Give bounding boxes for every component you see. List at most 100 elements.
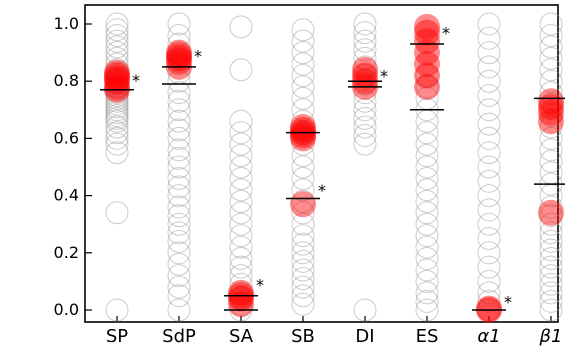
gray-point	[105, 201, 129, 225]
gray-point	[291, 29, 315, 53]
gray-point	[353, 55, 377, 79]
red-point	[414, 62, 440, 89]
significance-star: *	[132, 71, 140, 90]
gray-point	[105, 115, 129, 139]
gray-point	[229, 189, 253, 213]
gray-point	[477, 169, 501, 193]
gray-point	[353, 29, 377, 53]
gray-point	[167, 98, 191, 122]
gray-point	[167, 109, 191, 133]
gray-point	[539, 23, 563, 47]
gray-point	[539, 92, 563, 116]
gray-point	[291, 267, 315, 291]
significance-star: *	[504, 292, 512, 311]
red-point	[290, 122, 316, 149]
gray-point	[477, 112, 501, 136]
gray-point	[539, 281, 563, 305]
gray-point	[353, 115, 377, 139]
gray-point	[167, 52, 191, 76]
gray-point	[229, 255, 253, 279]
gray-point	[105, 298, 129, 322]
gray-point	[291, 155, 315, 179]
gray-point	[539, 229, 563, 253]
gray-point	[105, 12, 129, 36]
y-tick-label: 0.4	[54, 186, 79, 205]
gray-point	[167, 241, 191, 265]
red-point	[290, 116, 316, 143]
gray-point	[291, 18, 315, 42]
gray-point	[105, 141, 129, 165]
gray-point	[105, 35, 129, 59]
gray-point	[477, 126, 501, 150]
gray-point	[353, 72, 377, 96]
gray-point	[353, 89, 377, 113]
red-point	[352, 62, 378, 89]
x-tick-label: SA	[229, 326, 254, 347]
significance-star: *	[256, 275, 264, 294]
gray-point	[477, 289, 501, 313]
gray-point	[105, 23, 129, 47]
red-point	[538, 99, 564, 126]
gray-point	[415, 281, 439, 305]
gray-point	[415, 212, 439, 236]
gray-point	[167, 212, 191, 236]
gray-point	[291, 144, 315, 168]
red-point	[104, 68, 130, 95]
gray-point	[167, 195, 191, 219]
gray-point	[415, 144, 439, 168]
x-tick-label: β1	[539, 326, 563, 347]
gray-point	[291, 249, 315, 273]
gray-point	[229, 281, 253, 305]
gray-point	[477, 198, 501, 222]
gray-point	[291, 284, 315, 308]
gray-point	[167, 166, 191, 190]
y-tick-label: 0.0	[54, 300, 79, 319]
gray-point	[477, 84, 501, 107]
gray-point	[105, 46, 129, 70]
x-tick-label: SdP	[162, 326, 196, 347]
gray-point	[167, 229, 191, 253]
gray-point	[291, 258, 315, 282]
gray-point	[167, 23, 191, 47]
gray-point	[539, 138, 563, 162]
gray-point	[229, 264, 253, 288]
gray-point	[105, 52, 129, 76]
gray-point	[167, 175, 191, 199]
gray-point	[167, 41, 191, 65]
gray-point	[167, 284, 191, 308]
gray-point	[229, 235, 253, 259]
gray-point	[415, 121, 439, 145]
gray-point	[415, 166, 439, 190]
red-point	[166, 42, 192, 69]
gray-point	[167, 118, 191, 142]
gray-point	[105, 126, 129, 150]
gray-point	[291, 241, 315, 265]
y-axis: 0.0 0.2 0.4 0.6 0.8 1.0	[54, 14, 92, 319]
gray-point	[167, 264, 191, 288]
y-tick-label: 0.6	[54, 128, 79, 147]
x-tick-label: ES	[416, 326, 439, 347]
gray-point	[415, 269, 439, 293]
gray-point	[539, 149, 563, 173]
gray-point	[539, 35, 563, 59]
gray-point	[229, 109, 253, 133]
gray-point	[539, 46, 563, 70]
gray-point	[229, 58, 253, 82]
gray-point	[539, 204, 563, 228]
gray-point	[229, 292, 253, 316]
y-tick-label: 0.8	[54, 71, 79, 90]
gray-point	[167, 184, 191, 208]
gray-point	[353, 106, 377, 130]
gray-point	[291, 201, 315, 225]
red-point	[414, 51, 440, 78]
gray-point	[167, 275, 191, 299]
x-axis: SP SdP SA SB DI ES α1 β1	[106, 316, 563, 347]
gray-point	[353, 12, 377, 36]
gray-point	[291, 212, 315, 236]
x-tick-label: α1	[477, 326, 500, 347]
significance-star: *	[194, 46, 202, 65]
gray-point	[167, 126, 191, 150]
gray-point	[477, 69, 501, 93]
gray-point	[477, 155, 501, 179]
gray-point	[539, 104, 563, 128]
